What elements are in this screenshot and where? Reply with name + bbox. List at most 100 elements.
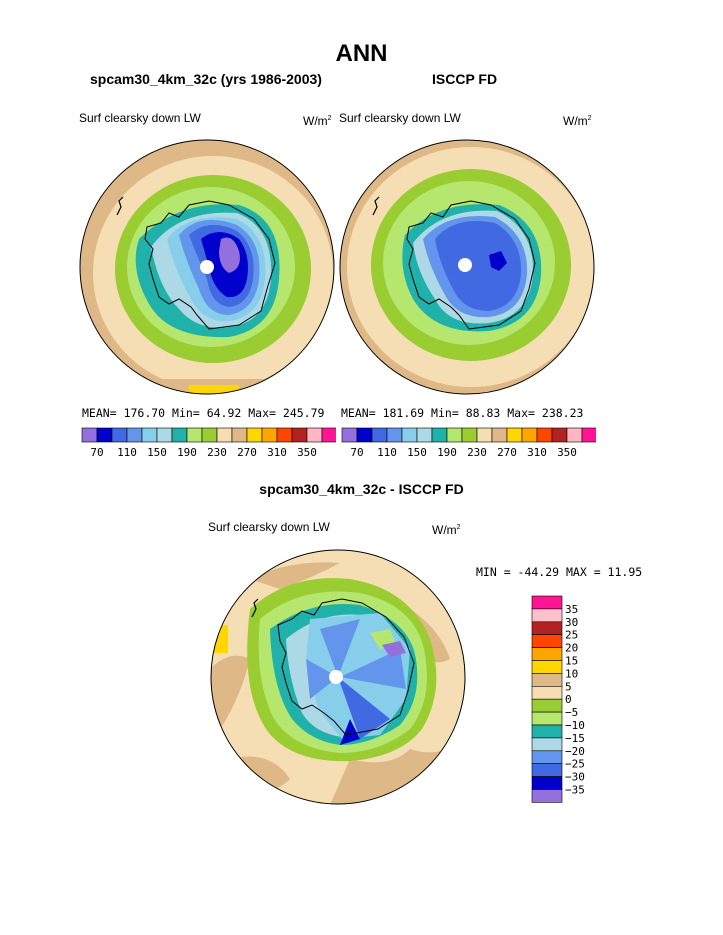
diff-colorbar-swatch — [531, 737, 563, 752]
left-case-title: spcam30_4km_32c (yrs 1986-2003) — [90, 71, 322, 87]
left-colorbar-label: 270 — [237, 446, 257, 459]
right-colorbar: 70 110 150 190 230 270 310 350 — [341, 427, 596, 459]
diff-colorbar-label: 15 — [565, 655, 578, 668]
diff-colorbar-label: 0 — [565, 693, 572, 706]
diff-colorbar-label: 30 — [565, 616, 578, 629]
diff-colorbar-swatch — [531, 789, 563, 803]
diff-colorbar-swatch — [531, 647, 563, 661]
right-colorbar-swatch — [371, 427, 388, 443]
right-colorbar-swatch — [551, 427, 568, 443]
right-colorbar-label: 350 — [557, 446, 577, 459]
left-colorbar-swatch — [291, 427, 308, 443]
diff-colorbar-label: −10 — [565, 719, 585, 732]
right-polar-map — [339, 139, 595, 395]
left-colorbar: 70 110 150 190 230 270 310 350 — [81, 427, 336, 459]
diff-colorbar-swatch — [531, 776, 563, 790]
left-colorbar-label: 190 — [177, 446, 197, 459]
diff-colorbar-swatch — [531, 608, 563, 623]
left-colorbar-swatch — [186, 427, 203, 443]
diff-colorbar-label: −5 — [565, 706, 578, 719]
diff-colorbar-label: −30 — [565, 771, 585, 784]
diff-colorbar-label: 25 — [565, 629, 578, 642]
right-colorbar-swatch — [566, 427, 583, 443]
left-colorbar-label: 230 — [207, 446, 227, 459]
left-polar-map — [79, 139, 335, 395]
left-colorbar-swatch — [306, 427, 323, 443]
diff-colorbar-label: −25 — [565, 758, 585, 771]
right-colorbar-swatch — [521, 427, 538, 443]
right-colorbar-label: 190 — [437, 446, 457, 459]
left-colorbar-swatch — [276, 427, 293, 443]
diff-case-title: spcam30_4km_32c - ISCCP FD — [259, 481, 464, 497]
diff-colorbar-swatch — [531, 686, 563, 700]
left-colorbar-swatch — [126, 427, 143, 443]
diff-colorbar-label: −20 — [565, 745, 585, 758]
diff-variable-label: Surf clearsky down LW — [208, 520, 330, 534]
right-colorbar-label: 110 — [377, 446, 397, 459]
diff-colorbar-label: 10 — [565, 667, 578, 680]
diff-colorbar-swatch — [531, 711, 563, 726]
left-colorbar-swatch — [246, 427, 263, 443]
right-colorbar-swatch — [356, 427, 373, 443]
right-colorbar-label: 70 — [350, 446, 363, 459]
left-colorbar-swatch — [156, 427, 173, 443]
diff-colorbar-label: −35 — [565, 784, 585, 797]
right-colorbar-swatch — [401, 427, 418, 443]
left-variable-label: Surf clearsky down LW — [79, 111, 201, 125]
diff-colorbar-label: 5 — [565, 680, 572, 693]
left-colorbar-swatch — [321, 427, 336, 443]
page-title: ANN — [335, 40, 388, 67]
diff-minmax: MIN = -44.29 MAX = 11.95 — [476, 565, 643, 579]
right-colorbar-label: 230 — [467, 446, 487, 459]
right-colorbar-swatch — [536, 427, 553, 443]
left-colorbar-label: 350 — [297, 446, 317, 459]
diff-colorbar-swatch — [531, 673, 563, 687]
right-colorbar-swatch — [461, 427, 478, 443]
right-colorbar-label: 150 — [407, 446, 427, 459]
left-colorbar-swatch — [111, 427, 128, 443]
left-colorbar-swatch — [141, 427, 158, 443]
diff-colorbar-label: −15 — [565, 732, 585, 745]
diff-units-label: W/m2 — [432, 523, 461, 537]
right-colorbar-swatch — [386, 427, 403, 443]
left-colorbar-swatch — [231, 427, 248, 443]
left-stats: MEAN= 176.70 Min= 64.92 Max= 245.79 — [82, 406, 325, 420]
left-colorbar-swatch — [96, 427, 113, 443]
left-colorbar-label: 70 — [90, 446, 103, 459]
left-colorbar-swatch — [261, 427, 278, 443]
diff-colorbar-swatch — [531, 634, 563, 648]
right-colorbar-label: 310 — [527, 446, 547, 459]
diff-colorbar-swatch — [531, 763, 563, 777]
left-colorbar-swatch — [81, 427, 98, 443]
diff-colorbar-label: 20 — [565, 642, 578, 655]
right-case-title: ISCCP FD — [432, 71, 498, 87]
right-units-label: W/m2 — [563, 114, 592, 128]
right-colorbar-swatch — [476, 427, 493, 443]
right-variable-label: Surf clearsky down LW — [339, 111, 461, 125]
diff-colorbar-swatch — [531, 698, 563, 713]
right-colorbar-label: 270 — [497, 446, 517, 459]
left-colorbar-swatch — [216, 427, 233, 443]
diff-colorbar-swatch — [531, 750, 563, 765]
right-colorbar-swatch — [581, 427, 596, 443]
right-colorbar-swatch — [341, 427, 358, 443]
left-colorbar-swatch — [171, 427, 188, 443]
left-colorbar-swatch — [201, 427, 218, 443]
diff-colorbar-label: 35 — [565, 603, 578, 616]
diff-polar-map — [210, 549, 466, 805]
right-colorbar-swatch — [446, 427, 463, 443]
diff-colorbar-swatch — [531, 724, 563, 739]
diff-colorbar-swatch — [531, 595, 563, 610]
diff-colorbar-swatch — [531, 660, 563, 674]
left-colorbar-label: 150 — [147, 446, 167, 459]
left-colorbar-label: 110 — [117, 446, 137, 459]
diff-colorbar-swatch — [531, 621, 563, 635]
right-colorbar-swatch — [506, 427, 523, 443]
right-stats: MEAN= 181.69 Min= 88.83 Max= 238.23 — [341, 406, 584, 420]
right-colorbar-swatch — [431, 427, 448, 443]
left-colorbar-label: 310 — [267, 446, 287, 459]
right-colorbar-swatch — [416, 427, 433, 443]
right-colorbar-swatch — [491, 427, 508, 443]
left-units-label: W/m2 — [303, 114, 332, 128]
